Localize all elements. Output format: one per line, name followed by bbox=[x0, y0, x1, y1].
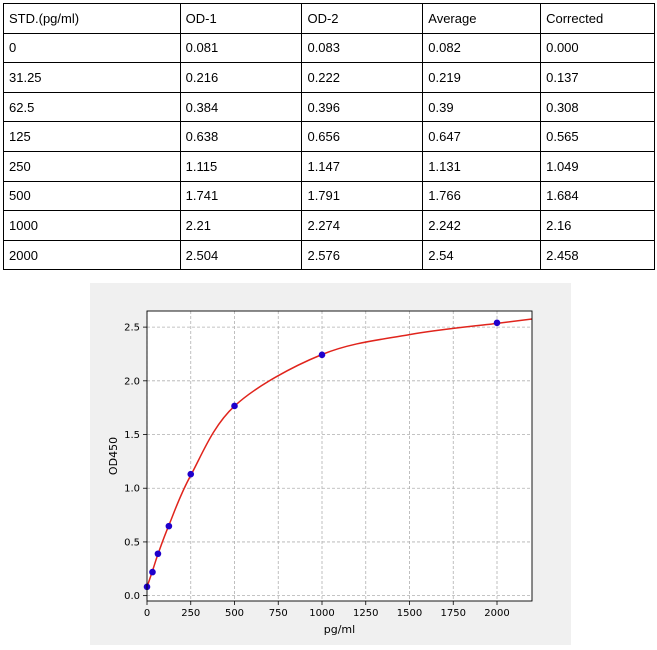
table-cell: 2.504 bbox=[179, 239, 303, 271]
data-point bbox=[318, 351, 326, 359]
x-axis-label: pg/ml bbox=[324, 623, 355, 636]
x-tick-label: 1750 bbox=[441, 608, 466, 619]
data-point bbox=[187, 470, 195, 478]
axes-frame bbox=[146, 310, 533, 602]
y-tick-label: 0.5 bbox=[124, 537, 140, 548]
x-tick-label: 2000 bbox=[484, 608, 509, 619]
table-cell: 2.21 bbox=[179, 210, 303, 241]
x-tick-label: 750 bbox=[269, 608, 288, 619]
table-cell: 0.216 bbox=[179, 62, 303, 93]
table-cell: 2.576 bbox=[301, 239, 424, 271]
table-cell: 500 bbox=[3, 180, 181, 212]
table-cell: 1.684 bbox=[540, 180, 655, 212]
table-cell: 2000 bbox=[3, 239, 181, 271]
table-cell: 1.791 bbox=[301, 180, 424, 212]
table-cell: 125 bbox=[3, 121, 181, 152]
y-tick-label: 1.0 bbox=[124, 484, 140, 495]
table-cell: 2.54 bbox=[422, 239, 542, 271]
table-cell: 0.384 bbox=[179, 91, 303, 123]
table-cell: 0.083 bbox=[301, 32, 424, 64]
table-header-row: STD.(pg/ml) OD-1 OD-2 Average Corrected bbox=[3, 3, 655, 34]
table-row: 1000 2.21 2.274 2.242 2.16 bbox=[3, 210, 655, 241]
table-cell: 2.16 bbox=[540, 210, 655, 241]
table-cell: 0.647 bbox=[422, 121, 542, 152]
table-row: 31.25 0.216 0.222 0.219 0.137 bbox=[3, 62, 655, 93]
table-row: 2000 2.504 2.576 2.54 2.458 bbox=[3, 239, 655, 271]
table-cell: 250 bbox=[3, 150, 181, 182]
table-cell: 0.638 bbox=[179, 121, 303, 152]
table-cell: 0.081 bbox=[179, 32, 303, 64]
table-cell: 1.741 bbox=[179, 180, 303, 212]
y-axis-label: OD450 bbox=[107, 437, 120, 475]
table-cell: 2.242 bbox=[422, 210, 542, 241]
table-cell: 0.137 bbox=[540, 62, 655, 93]
table-cell: 1.766 bbox=[422, 180, 542, 212]
fit-curve-line bbox=[146, 318, 533, 588]
table-cell: 0.000 bbox=[540, 32, 655, 64]
y-tick-label: 1.5 bbox=[124, 430, 140, 441]
x-tick-label: 1250 bbox=[353, 608, 378, 619]
x-tick-label: 0 bbox=[144, 608, 150, 619]
table-row: 62.5 0.384 0.396 0.39 0.308 bbox=[3, 91, 655, 123]
column-header: OD-1 bbox=[179, 3, 303, 34]
standard-curve-chart: 0 250 500 750 1000 1250 1500 1750 2000 0.0 0.5 1.0 1… bbox=[90, 283, 571, 645]
table-row: 250 1.115 1.147 1.131 1.049 bbox=[3, 150, 655, 182]
table-cell: 31.25 bbox=[3, 62, 181, 93]
table-row: 125 0.638 0.656 0.647 0.565 bbox=[3, 121, 655, 152]
table-cell: 0.219 bbox=[422, 62, 542, 93]
x-tick-label: 1000 bbox=[309, 608, 334, 619]
table-row: 0 0.081 0.083 0.082 0.000 bbox=[3, 32, 655, 64]
table-cell: 0 bbox=[3, 32, 181, 64]
x-tick-label: 1500 bbox=[397, 608, 422, 619]
table-cell: 1.115 bbox=[179, 150, 303, 182]
table-cell: 2.458 bbox=[540, 239, 655, 271]
x-tick-label: 250 bbox=[181, 608, 200, 619]
table-cell: 1.147 bbox=[301, 150, 424, 182]
table-cell: 1000 bbox=[3, 210, 181, 241]
chart-svg: 0 250 500 750 1000 1250 1500 1750 2000 0.0 0.5 1.0 1… bbox=[107, 310, 533, 636]
table-cell: 62.5 bbox=[3, 91, 181, 123]
table-cell: 0.39 bbox=[422, 91, 542, 123]
table-cell: 0.396 bbox=[301, 91, 424, 123]
standard-curve-table: STD.(pg/ml) OD-1 OD-2 Average Corrected 0 0.08… bbox=[3, 3, 655, 271]
data-point bbox=[149, 568, 156, 576]
table-cell: 0.656 bbox=[301, 121, 424, 152]
table-cell: 0.082 bbox=[422, 32, 542, 64]
data-point bbox=[165, 522, 173, 530]
table-cell: 0.222 bbox=[301, 62, 424, 93]
column-header: Corrected bbox=[540, 3, 655, 34]
table-row: 500 1.741 1.791 1.766 1.684 bbox=[3, 180, 655, 212]
column-header: Average bbox=[422, 3, 542, 34]
y-tick-label: 2.5 bbox=[124, 323, 140, 334]
plot-area bbox=[147, 311, 532, 601]
table-cell: 0.565 bbox=[540, 121, 655, 152]
table-cell: 1.049 bbox=[540, 150, 655, 182]
data-point bbox=[154, 550, 162, 558]
column-header: OD-2 bbox=[301, 3, 424, 34]
x-tick-label: 500 bbox=[225, 608, 244, 619]
column-header: STD.(pg/ml) bbox=[3, 3, 181, 34]
table-cell: 0.308 bbox=[540, 91, 655, 123]
data-point bbox=[231, 402, 238, 410]
y-tick-label: 0.0 bbox=[124, 591, 140, 602]
y-tick-label: 2.0 bbox=[124, 376, 140, 387]
table-cell: 2.274 bbox=[301, 210, 424, 241]
table-cell: 1.131 bbox=[422, 150, 542, 182]
data-point bbox=[493, 319, 501, 327]
